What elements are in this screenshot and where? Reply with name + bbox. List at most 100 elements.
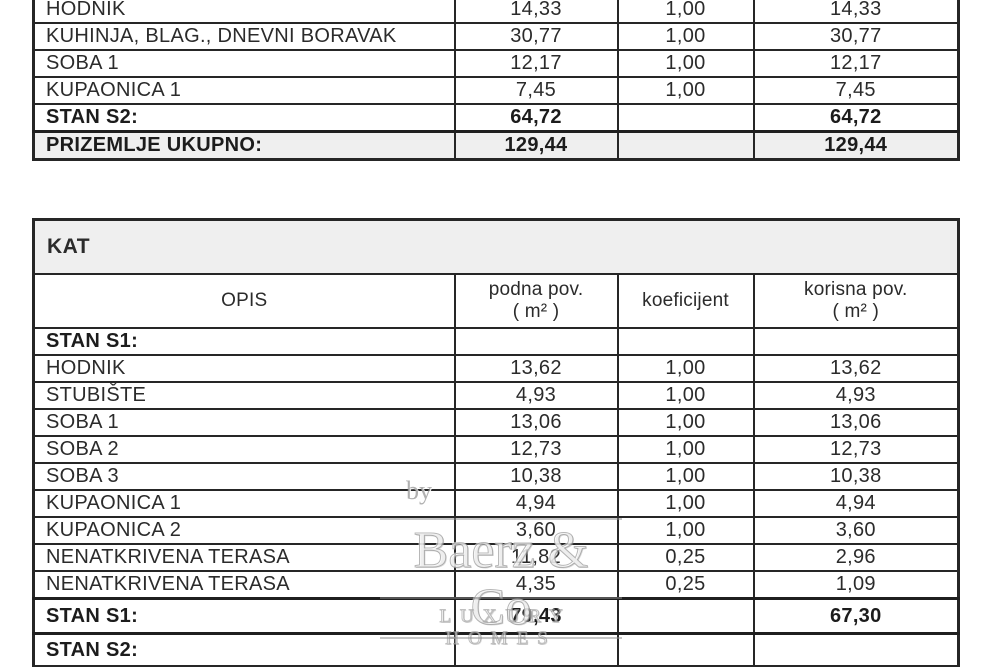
floor-area-value: 3,60	[453, 516, 619, 545]
table-row: SOBA 1 13,06 1,00 13,06	[32, 408, 960, 437]
usable-area-value: 7,45	[752, 76, 960, 105]
room-label: HODNIK	[32, 0, 456, 24]
room-label: KUPAONICA 1	[32, 76, 456, 105]
coefficient-value: 1,00	[616, 381, 755, 410]
header-line: podna pov.	[488, 278, 584, 300]
floor-area-table: KAT OPIS podna pov. ( m² ) koeficijent k…	[32, 218, 961, 667]
usable-area-value	[752, 327, 960, 356]
total-label: PRIZEMLJE UKUPNO:	[32, 130, 456, 161]
room-label: HODNIK	[32, 354, 456, 383]
usable-area-subtotal: 67,30	[752, 597, 960, 635]
table-row: KUHINJA, BLAG., DNEVNI BORAVAK 30,77 1,0…	[32, 22, 960, 51]
floor-area-value: 12,73	[453, 435, 619, 464]
total-row: PRIZEMLJE UKUPNO: 129,44 129,44	[32, 130, 960, 161]
header-unit: ( m² )	[512, 301, 560, 322]
usable-area-value: 13,06	[752, 408, 960, 437]
coefficient-value: 1,00	[616, 408, 755, 437]
usable-area-value: 10,38	[752, 462, 960, 491]
room-label: SOBA 3	[32, 462, 456, 491]
coefficient-value: 1,00	[616, 22, 755, 51]
table-row: KUPAONICA 1 4,94 1,00 4,94	[32, 489, 960, 518]
table-row: SOBA 3 10,38 1,00 10,38	[32, 462, 960, 491]
floor-area-value: 4,93	[453, 381, 619, 410]
table-row: HODNIK 13,62 1,00 13,62	[32, 354, 960, 383]
table-row: KUPAONICA 1 7,45 1,00 7,45	[32, 76, 960, 105]
usable-area-value: 12,17	[752, 49, 960, 78]
usable-area-value: 4,94	[752, 489, 960, 518]
coefficient-value: 1,00	[616, 435, 755, 464]
subtotal-row: STAN S1: 79,43 67,30	[32, 597, 960, 635]
room-label: KUHINJA, BLAG., DNEVNI BORAVAK	[32, 22, 456, 51]
room-label: SOBA 1	[32, 49, 456, 78]
table-row: SOBA 1 12,17 1,00 12,17	[32, 49, 960, 78]
floor-area-value: 13,62	[453, 354, 619, 383]
usable-area-value: 3,60	[752, 516, 960, 545]
header-line: korisna pov.	[804, 278, 908, 300]
column-header-korisna: korisna pov. ( m² )	[752, 273, 960, 329]
coefficient-value: 1,00	[616, 489, 755, 518]
subtotal-label: STAN S1:	[32, 597, 456, 635]
room-label: KUPAONICA 2	[32, 516, 456, 545]
room-label: STUBIŠTE	[32, 381, 456, 410]
usable-area-value: 13,62	[752, 354, 960, 383]
table-row: HODNIK 14,33 1,00 14,33	[32, 0, 960, 24]
floor-area-value: 11,82	[453, 543, 619, 572]
floor-area-subtotal: 64,72	[453, 103, 619, 133]
coefficient-value: 1,00	[616, 49, 755, 78]
group-label-row: STAN S1:	[32, 327, 960, 356]
table-row: SOBA 2 12,73 1,00 12,73	[32, 435, 960, 464]
room-label: NENATKRIVENA TERASA	[32, 570, 456, 600]
floor-area-value: 7,45	[453, 76, 619, 105]
usable-area-value: 1,09	[752, 570, 960, 600]
floor-area-value	[453, 632, 619, 667]
group-label: STAN S2:	[32, 632, 456, 667]
usable-area-value: 12,73	[752, 435, 960, 464]
table-row: STUBIŠTE 4,93 1,00 4,93	[32, 381, 960, 410]
room-label: SOBA 1	[32, 408, 456, 437]
header-unit: ( m² )	[832, 301, 880, 322]
coefficient-value: 1,00	[616, 516, 755, 545]
usable-area-value	[752, 632, 960, 667]
floor-area-value: 12,17	[453, 49, 619, 78]
coefficient-value: 1,00	[616, 0, 755, 24]
coefficient-value: 0,25	[616, 543, 755, 572]
usable-area-value: 4,93	[752, 381, 960, 410]
coefficient-value	[616, 103, 755, 133]
section-title-row: KAT	[32, 218, 960, 275]
header-row: OPIS podna pov. ( m² ) koeficijent koris…	[32, 273, 960, 329]
room-label: NENATKRIVENA TERASA	[32, 543, 456, 572]
floor-area-subtotal: 79,43	[453, 597, 619, 635]
floor-area-value: 4,94	[453, 489, 619, 518]
subtotal-row: STAN S2: 64,72 64,72	[32, 103, 960, 133]
floor-area-total: 129,44	[453, 130, 619, 161]
coefficient-value: 1,00	[616, 76, 755, 105]
coefficient-value	[616, 327, 755, 356]
coefficient-value	[616, 130, 755, 161]
group-label-row: STAN S2:	[32, 632, 960, 667]
coefficient-value	[616, 632, 755, 667]
group-label: STAN S1:	[32, 327, 456, 356]
column-header-podna: podna pov. ( m² )	[453, 273, 619, 329]
column-header-opis: OPIS	[32, 273, 456, 329]
floor-area-value: 4,35	[453, 570, 619, 600]
floor-area-value	[453, 327, 619, 356]
section-title: KAT	[32, 218, 960, 275]
floor-area-value: 10,38	[453, 462, 619, 491]
coefficient-value: 1,00	[616, 462, 755, 491]
usable-area-value: 30,77	[752, 22, 960, 51]
usable-area-value: 14,33	[752, 0, 960, 24]
floor-area-value: 13,06	[453, 408, 619, 437]
usable-area-total: 129,44	[752, 130, 960, 161]
room-label: KUPAONICA 1	[32, 489, 456, 518]
usable-area-value: 2,96	[752, 543, 960, 572]
table-row: KUPAONICA 2 3,60 1,00 3,60	[32, 516, 960, 545]
coefficient-value: 0,25	[616, 570, 755, 600]
table-row: NENATKRIVENA TERASA 4,35 0,25 1,09	[32, 570, 960, 600]
table-row: NENATKRIVENA TERASA 11,82 0,25 2,96	[32, 543, 960, 572]
coefficient-value	[616, 597, 755, 635]
floor-area-value: 30,77	[453, 22, 619, 51]
subtotal-label: STAN S2:	[32, 103, 456, 133]
room-label: SOBA 2	[32, 435, 456, 464]
coefficient-value: 1,00	[616, 354, 755, 383]
